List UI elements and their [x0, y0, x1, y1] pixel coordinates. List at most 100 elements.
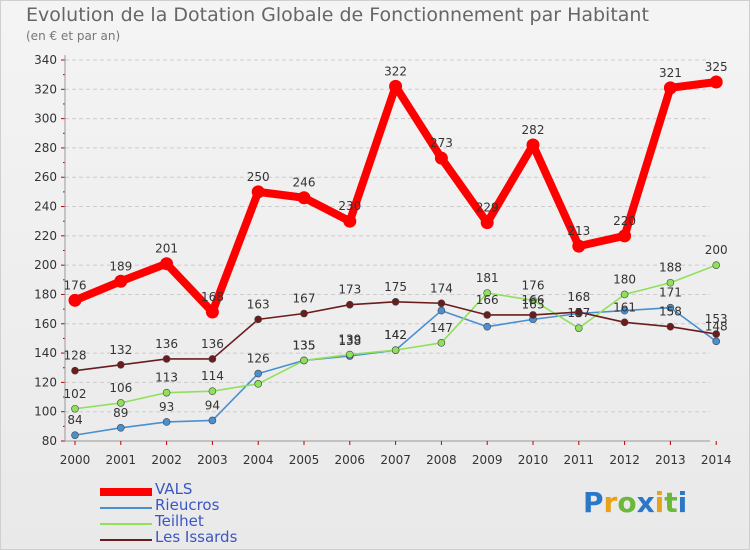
legend-label-rieucros: Rieucros — [155, 496, 220, 514]
x-tick-label: 2000 — [60, 453, 91, 467]
data-point — [68, 293, 82, 307]
data-point — [297, 191, 311, 205]
x-tick-label: 2012 — [609, 453, 640, 467]
data-label: 128 — [64, 349, 87, 363]
data-point — [666, 278, 675, 287]
data-point — [712, 261, 721, 269]
y-tick-label: 120 — [34, 375, 57, 389]
data-label: 176 — [64, 278, 87, 292]
data-label: 161 — [613, 300, 636, 314]
data-label: 213 — [567, 224, 590, 238]
data-label: 126 — [247, 352, 270, 366]
data-label: 142 — [384, 328, 407, 342]
data-point — [391, 297, 400, 306]
data-label: 176 — [522, 278, 545, 292]
data-point — [300, 309, 308, 318]
x-tick-label: 2009 — [472, 453, 503, 467]
data-label: 136 — [201, 337, 224, 351]
data-label: 93 — [159, 400, 174, 414]
x-tick-label: 2004 — [243, 453, 274, 467]
data-label: 230 — [338, 199, 361, 213]
data-point — [343, 214, 357, 228]
y-tick-label: 280 — [34, 141, 57, 155]
legend-swatch-les-issards — [100, 539, 152, 541]
data-point — [300, 356, 308, 365]
x-tick-label: 2014 — [701, 453, 732, 467]
data-label: 168 — [201, 290, 224, 304]
legend-swatch-vals — [100, 488, 152, 496]
data-point — [529, 296, 537, 305]
data-point — [117, 424, 125, 432]
data-label: 246 — [293, 176, 316, 190]
data-point — [712, 330, 721, 338]
data-label: 167 — [293, 292, 316, 306]
data-label: 250 — [247, 170, 270, 184]
data-point — [71, 431, 79, 439]
data-point — [434, 151, 448, 165]
data-point — [345, 300, 354, 309]
y-tick-label: 240 — [34, 200, 57, 214]
data-label: 325 — [705, 60, 728, 74]
data-label: 173 — [338, 283, 361, 297]
data-label: 84 — [67, 413, 82, 427]
data-label: 148 — [705, 319, 728, 333]
legend-swatch-teilhet — [100, 523, 152, 525]
data-label: 220 — [613, 214, 636, 228]
data-point — [480, 216, 494, 230]
data-label: 166 — [476, 293, 499, 307]
data-point — [162, 355, 171, 363]
data-point — [162, 388, 171, 397]
data-point — [572, 239, 586, 253]
data-point — [712, 337, 721, 346]
data-label: 171 — [659, 286, 682, 300]
chart-subtitle: (en € et par an) — [26, 29, 121, 43]
legend-label-vals: VALS — [155, 480, 193, 498]
data-point — [208, 416, 217, 425]
data-point — [114, 274, 128, 288]
x-tick-label: 2002 — [151, 453, 182, 467]
data-label: 200 — [705, 243, 728, 257]
data-label: 174 — [430, 281, 453, 295]
data-point — [205, 305, 219, 319]
data-point — [709, 75, 723, 89]
data-point — [254, 380, 263, 388]
data-label: 229 — [476, 201, 499, 215]
y-tick-label: 160 — [34, 317, 57, 331]
data-label: 94 — [205, 398, 220, 412]
data-label: 102 — [64, 387, 87, 401]
data-point — [574, 308, 583, 316]
data-label: 135 — [293, 338, 316, 352]
data-point — [71, 404, 79, 413]
x-tick-label: 2003 — [197, 453, 228, 467]
data-label: 181 — [476, 271, 499, 285]
data-point — [254, 315, 263, 324]
data-point — [483, 322, 492, 331]
y-tick-label: 320 — [34, 82, 57, 96]
data-point — [483, 289, 492, 297]
y-tick-label: 220 — [34, 229, 57, 243]
data-label: 113 — [155, 371, 178, 385]
data-point — [663, 81, 677, 95]
x-tick-label: 2007 — [380, 453, 411, 467]
data-point — [620, 306, 629, 315]
data-label: 168 — [567, 290, 590, 304]
x-tick-label: 2006 — [335, 453, 366, 467]
data-point — [345, 350, 354, 359]
proxiti-logo: Proxiti — [583, 486, 688, 519]
data-label: 163 — [247, 297, 270, 311]
legend-swatch-rieucros — [100, 507, 152, 509]
data-point — [526, 138, 540, 152]
data-point — [620, 290, 629, 299]
data-label: 147 — [430, 321, 453, 335]
data-label: 142 — [384, 328, 407, 342]
data-point — [574, 324, 583, 332]
data-label: 180 — [613, 272, 636, 286]
data-point — [208, 387, 217, 395]
y-tick-label: 140 — [34, 346, 57, 360]
x-tick-label: 2011 — [564, 453, 595, 467]
data-point — [437, 299, 446, 308]
data-label: 282 — [522, 123, 545, 137]
data-point — [254, 369, 263, 378]
data-label: 138 — [338, 334, 361, 348]
data-label: 201 — [155, 242, 178, 256]
